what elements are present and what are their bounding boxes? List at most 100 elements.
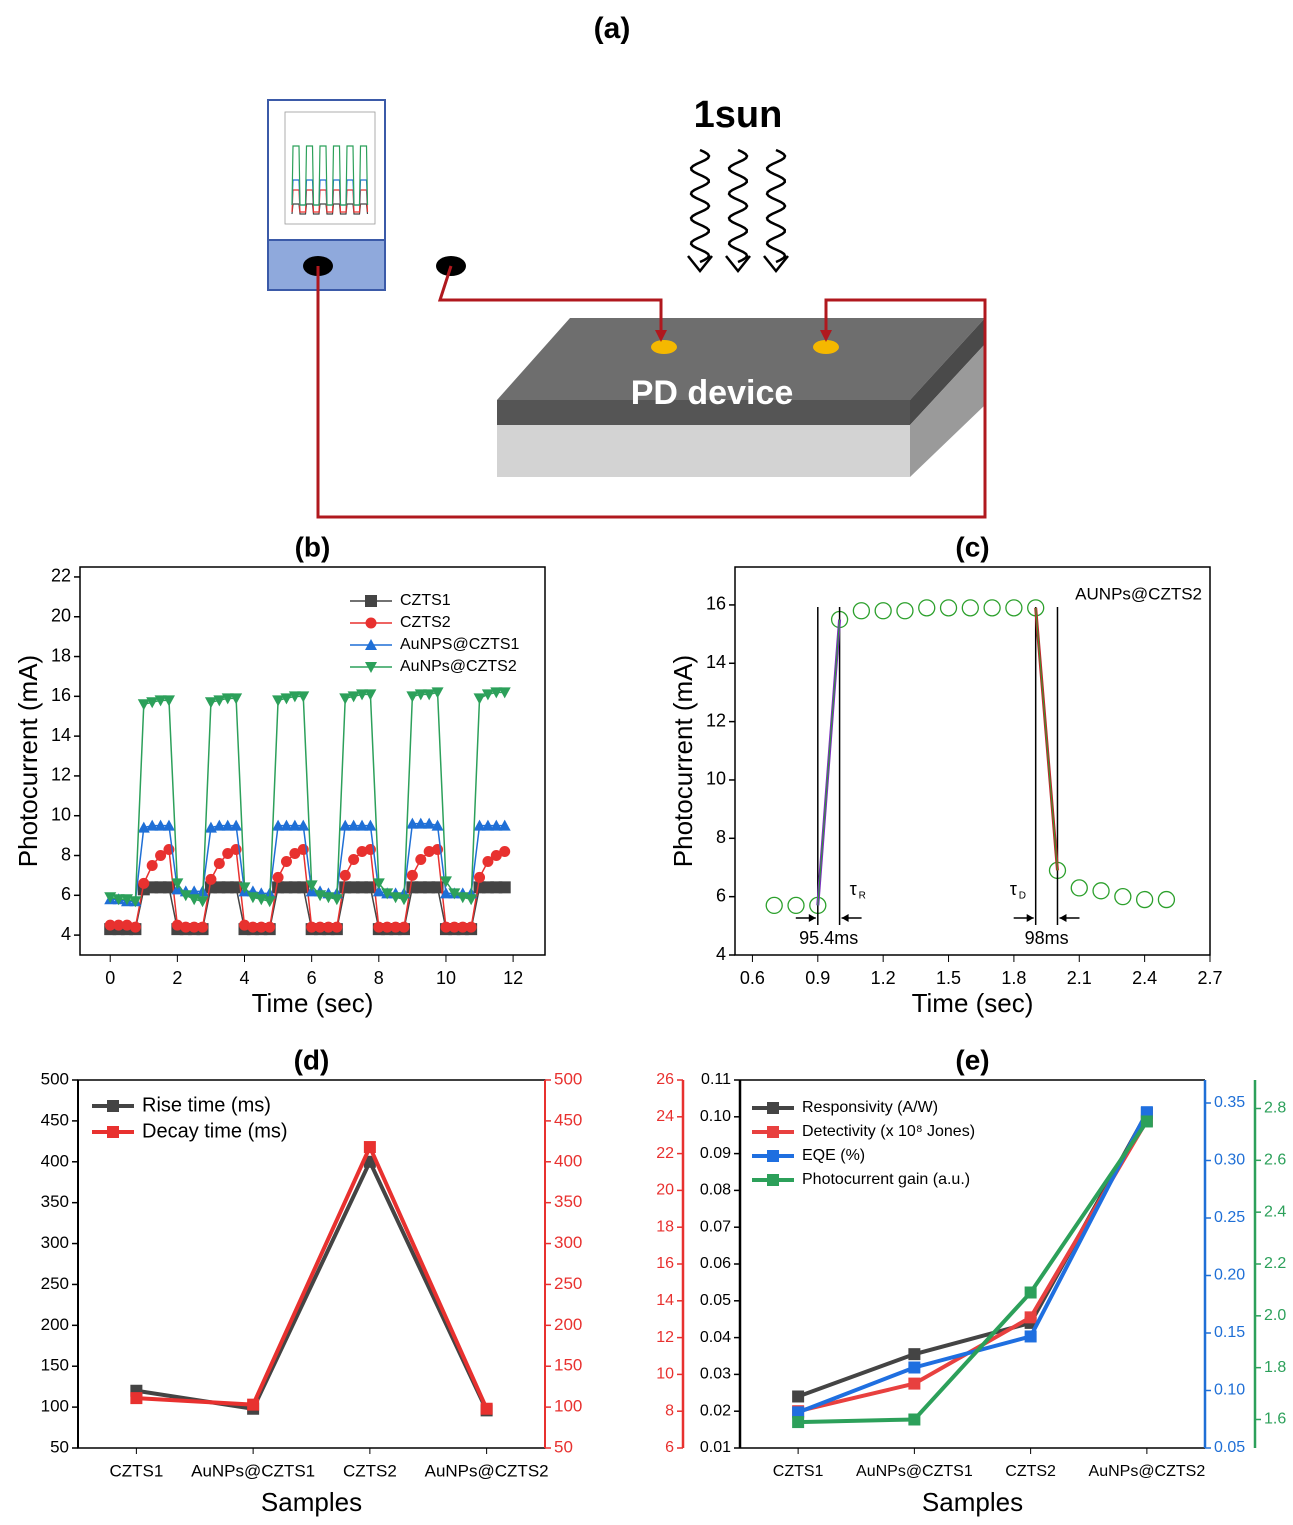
legend-label: CZTS1: [400, 592, 451, 609]
marker: [852, 602, 871, 620]
device-label: PD device: [631, 374, 794, 412]
marker: [238, 882, 251, 894]
marker: [372, 885, 385, 897]
marker: [983, 599, 1001, 617]
marker: [448, 888, 461, 900]
x-tick-label: 12: [503, 968, 523, 988]
marker: [390, 921, 402, 933]
marker: [431, 819, 444, 831]
marker: [356, 689, 369, 701]
ray-head: [687, 255, 713, 274]
marker: [322, 921, 334, 933]
panel-title: (d): [294, 1044, 330, 1075]
y-tick-label: 6: [716, 885, 726, 905]
x-tick-label: 4: [240, 968, 250, 988]
marker: [448, 921, 460, 933]
y-tick-label: 0.10: [700, 1108, 731, 1125]
marker: [339, 693, 352, 705]
device-side: [910, 318, 985, 425]
marker: [213, 857, 225, 869]
marker: [381, 888, 394, 900]
marker: [792, 1416, 805, 1429]
y-tick-label: 0.04: [700, 1329, 731, 1346]
light-ray: [765, 148, 787, 264]
marker: [197, 921, 209, 933]
x-axis-title: Time (sec): [252, 988, 374, 1018]
marker: [113, 919, 125, 931]
marker: [154, 695, 167, 707]
panel-title: (a): [594, 12, 631, 45]
y-tick-label: 50: [554, 1437, 573, 1456]
plot-frame: [79, 566, 546, 956]
y-tick-label: 50: [50, 1437, 69, 1456]
arrow-head: [808, 914, 816, 922]
marker: [137, 699, 150, 711]
time-label: 98ms: [1025, 928, 1069, 948]
marker: [481, 689, 494, 701]
y-tick-label: 300: [554, 1233, 582, 1252]
marker: [230, 819, 243, 831]
marker: [221, 819, 234, 831]
marker: [1157, 890, 1176, 909]
wire: [316, 266, 987, 519]
marker: [154, 819, 167, 831]
y-tick-label: 10: [51, 804, 71, 824]
legend-label: Photocurrent gain (a.u.): [802, 1171, 970, 1188]
series-line: [798, 1120, 1149, 1425]
marker: [196, 896, 209, 908]
y-tick-label: 100: [41, 1397, 69, 1416]
marker: [918, 599, 936, 617]
marker: [1140, 1106, 1153, 1119]
contact-pad: [651, 340, 677, 354]
x-axis-title: Samples: [922, 1487, 1023, 1517]
light-ray: [689, 148, 711, 264]
marker: [465, 921, 477, 933]
y-tick-label: 2.8: [1264, 1100, 1286, 1117]
y-tick-label: 20: [656, 1182, 674, 1199]
marker: [162, 695, 175, 707]
arrow-head: [841, 914, 849, 922]
marker: [297, 691, 310, 703]
series-line: [110, 691, 505, 903]
y-tick-label: 16: [656, 1255, 674, 1272]
legend-marker: [107, 1100, 119, 1112]
y-tick-label: 4: [61, 924, 71, 944]
marker: [297, 881, 310, 894]
marker: [423, 689, 436, 701]
marker: [339, 819, 352, 831]
marker: [398, 921, 410, 933]
marker: [431, 687, 444, 699]
marker: [939, 599, 958, 617]
marker: [1092, 882, 1110, 900]
x-tick-label: 1.5: [936, 968, 961, 988]
legend-marker: [767, 1174, 779, 1186]
x-tick-label: 1.8: [1001, 968, 1026, 988]
marker: [347, 691, 360, 703]
marker: [171, 919, 183, 931]
legend-marker: [365, 595, 377, 607]
y-tick-label: 20: [51, 605, 71, 625]
legend-label: Detectivity (x 10⁸ Jones): [802, 1123, 975, 1140]
marker: [465, 894, 478, 906]
x-tick-label: 2.4: [1132, 968, 1157, 988]
marker: [792, 1390, 805, 1403]
ray-head: [763, 255, 789, 274]
y-tick-label: 0.02: [700, 1402, 731, 1419]
y-tick-label: 18: [51, 645, 71, 665]
y-tick-label: 14: [656, 1292, 674, 1309]
y-tick-label: 250: [554, 1274, 582, 1293]
legend-marker: [365, 662, 377, 673]
inset-line: [291, 203, 369, 215]
y-tick-label: 10: [706, 769, 726, 789]
y-tick-label: 0.06: [700, 1255, 731, 1272]
y-tick-label: 16: [51, 685, 71, 705]
x-tick-label: AuNPs@CZTS2: [425, 1461, 549, 1480]
marker: [213, 819, 226, 831]
marker: [272, 695, 285, 707]
y-tick-label: 1.8: [1264, 1359, 1286, 1376]
arrow-head: [1026, 914, 1034, 922]
marker: [289, 848, 301, 860]
y-tick-label: 8: [716, 827, 726, 847]
marker: [264, 921, 276, 933]
